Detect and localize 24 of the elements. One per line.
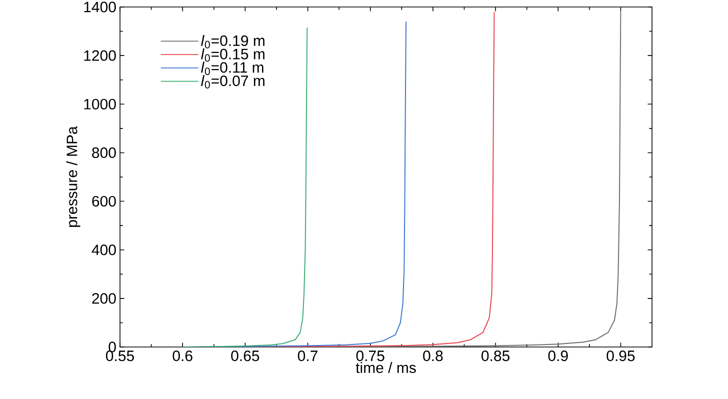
x-tick-label: 0.65 xyxy=(231,350,260,362)
x-tick-label: 0.85 xyxy=(482,350,510,362)
y-tick-label: 1000 xyxy=(84,98,116,110)
y-tick-label: 400 xyxy=(92,244,116,256)
x-tick-label: 0.6 xyxy=(172,350,192,362)
x-tick-label: 0.55 xyxy=(106,350,134,362)
x-tick-label: 0.9 xyxy=(548,350,568,362)
y-tick-label: 200 xyxy=(92,293,116,304)
x-tick-label: 0.7 xyxy=(298,350,318,362)
legend-label: l$_{0}$=0.19 m xyxy=(201,35,264,48)
y-axis-title: pressure / MPa xyxy=(66,126,80,227)
y-tick-label: 600 xyxy=(92,196,116,207)
y-tick-label: 1400 xyxy=(84,2,116,12)
x-tick-label: 0.95 xyxy=(606,350,635,362)
line-series xyxy=(182,27,308,347)
x-tick-label: 0.75 xyxy=(356,350,384,362)
legend-label: l$_{0}$=0.11 m xyxy=(201,62,264,76)
legend-label: l$_{0}$=0.07 m xyxy=(201,75,264,88)
x-axis-title: time / ms xyxy=(356,362,416,374)
y-tick-label: 1200 xyxy=(84,50,116,61)
x-tick-label: 0.8 xyxy=(423,350,443,362)
y-tick-label: 800 xyxy=(92,147,116,158)
legend-label: l$_{0}$=0.15 m xyxy=(201,48,264,62)
y-tick-label: 0 xyxy=(108,342,116,352)
